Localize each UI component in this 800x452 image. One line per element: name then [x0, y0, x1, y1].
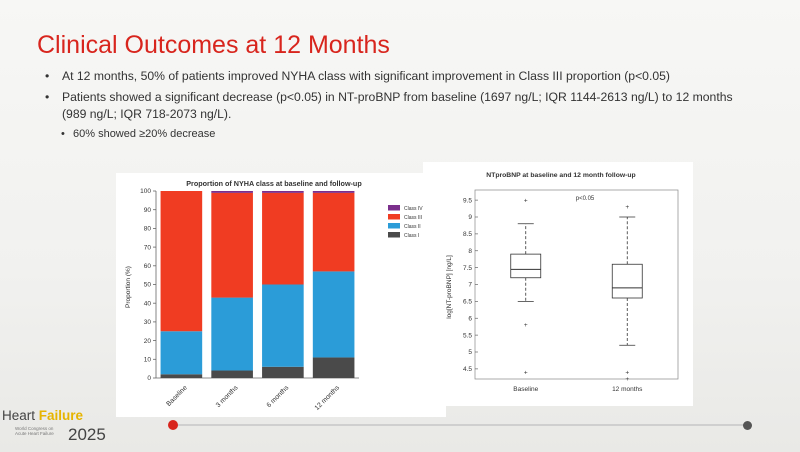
box-outlier: +: [524, 197, 528, 204]
bar-y-tick-label: 10: [144, 357, 152, 364]
bar-segment: [262, 284, 304, 367]
bar-x-tick-label: 6 months: [266, 384, 291, 409]
bar-segment: [160, 331, 203, 375]
logo-word-heart: Heart: [2, 408, 36, 423]
bar-segment: [160, 374, 203, 378]
box-outlier: +: [524, 322, 528, 329]
logo-word-failure: Failure: [38, 408, 84, 423]
box-x-tick-label: Baseline: [513, 386, 538, 393]
bar-chart-title: Proportion of NYHA class at baseline and…: [186, 179, 362, 188]
box-outlier: +: [524, 369, 528, 376]
box-outlier: +: [625, 376, 629, 383]
box-plot-frame: [474, 189, 679, 380]
logo-small-text: World Congress on Acute Heart Failure: [15, 426, 54, 436]
bullet-list: At 12 months, 50% of patients improved N…: [43, 68, 743, 147]
box-y-tick-label: 6: [468, 315, 472, 322]
bar-segment: [312, 271, 355, 358]
bar-y-tick-label: 0: [147, 375, 151, 382]
bullet-ntprobnp: Patients showed a significant decrease (…: [43, 89, 743, 123]
box-y-tick-label: 5: [468, 349, 472, 356]
slide-progress-track: [172, 424, 750, 426]
heart-failure-logo: Heart Failure World Congress on Acute He…: [2, 408, 132, 448]
box-chart-title: NTproBNP at baseline and 12 month follow…: [486, 172, 635, 179]
box-y-tick-label: 9: [468, 214, 472, 221]
legend-swatch: [388, 205, 400, 211]
nyha-stacked-bar-chart: Proportion of NYHA class at baseline and…: [125, 179, 423, 412]
box-iqr: [611, 263, 643, 299]
legend-label: Class III: [404, 215, 422, 221]
box-iqr: [510, 253, 542, 279]
legend-label: Class II: [404, 224, 421, 230]
bar-x-tick-label: 3 months: [215, 384, 240, 409]
bar-y-tick-label: 60: [144, 263, 152, 270]
box-y-tick-label: 8.5: [463, 231, 472, 238]
bar-segment: [160, 191, 203, 332]
box-y-tick-label: 8: [468, 248, 472, 255]
box-y-tick-label: 4.5: [463, 366, 472, 373]
bar-y-tick-label: 40: [144, 300, 152, 307]
bar-segment: [211, 191, 253, 193]
bar-segment: [312, 357, 355, 378]
bar-y-tick-label: 90: [144, 207, 152, 214]
bar-segment: [211, 192, 253, 298]
box-chart-annotation: p<0.05: [576, 196, 595, 202]
bullet-nyha: At 12 months, 50% of patients improved N…: [43, 68, 743, 85]
bar-segment: [312, 191, 355, 193]
bar-segment: [262, 191, 304, 193]
box-outlier: +: [625, 204, 629, 211]
bar-segment: [262, 192, 304, 285]
box-x-tick-label: 12 months: [612, 386, 643, 393]
box-y-tick-label: 7: [468, 282, 472, 289]
progress-start-dot: [168, 420, 178, 430]
bar-segment: [312, 192, 355, 272]
bar-x-tick-label: Baseline: [165, 384, 189, 408]
bar-y-tick-label: 30: [144, 319, 152, 326]
nyha-chart-panel: Proportion of NYHA class at baseline and…: [116, 173, 446, 417]
box-y-tick-label: 9.5: [463, 197, 472, 204]
legend-swatch: [388, 232, 400, 238]
box-y-tick-label: 7.5: [463, 265, 472, 272]
sub-bullet-decrease: 60% showed ≥20% decrease: [43, 126, 743, 143]
slide-title: Clinical Outcomes at 12 Months: [37, 31, 390, 59]
legend-swatch: [388, 223, 400, 229]
bar-segment: [211, 297, 253, 371]
legend-swatch: [388, 214, 400, 220]
bar-chart-ylabel: Proportion (%): [125, 266, 132, 308]
bar-x-tick-label: 12 months: [314, 384, 342, 412]
bar-y-tick-label: 100: [140, 188, 151, 195]
ntprobnp-chart-panel: NTproBNP at baseline and 12 month follow…: [423, 162, 693, 406]
logo-year: 2025: [68, 425, 106, 444]
box-y-tick-label: 6.5: [463, 299, 472, 306]
ntprobnp-box-plot: NTproBNP at baseline and 12 month follow…: [446, 172, 679, 393]
box-y-tick-label: 5.5: [463, 332, 472, 339]
bar-y-tick-label: 50: [144, 282, 152, 289]
box-chart-ylabel: log[NT-proBNP] [ng/L]: [446, 255, 453, 319]
progress-end-dot: [743, 421, 752, 430]
bar-y-tick-label: 80: [144, 226, 152, 233]
bar-segment: [262, 366, 304, 378]
box-outlier: +: [625, 369, 629, 376]
bar-segment: [211, 370, 253, 378]
legend-label: Class IV: [404, 206, 423, 212]
legend-label: Class I: [404, 233, 419, 239]
bar-y-tick-label: 70: [144, 244, 152, 251]
bar-y-tick-label: 20: [144, 338, 152, 345]
